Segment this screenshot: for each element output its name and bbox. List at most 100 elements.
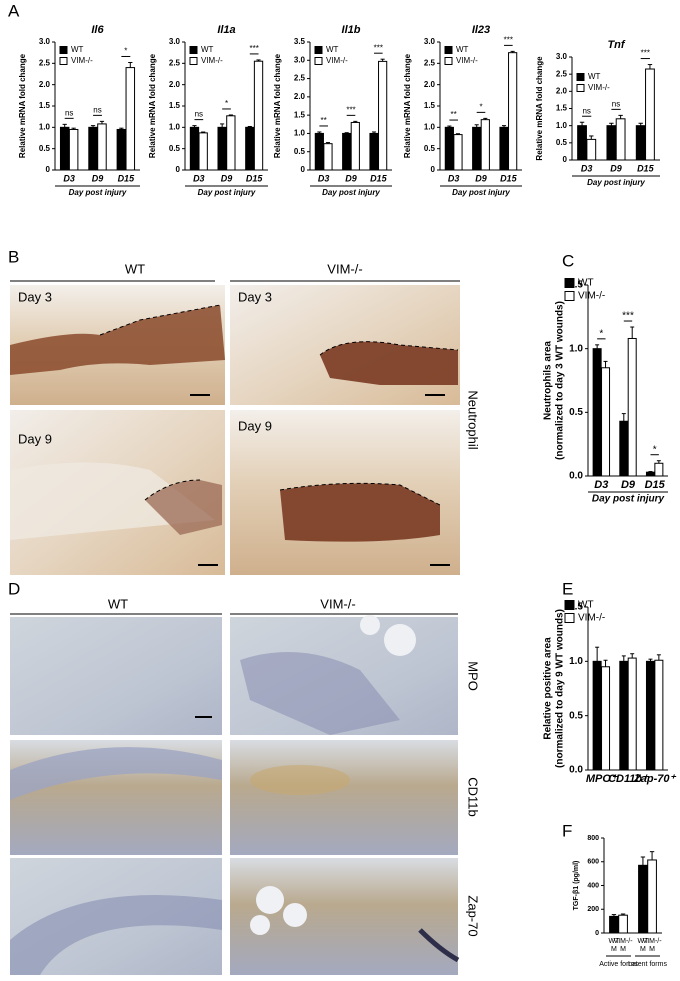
legend-label: VIM-/- [456, 56, 478, 65]
y-tick-label: 2.0 [169, 80, 181, 89]
legend-swatch [314, 46, 323, 54]
micrograph [230, 858, 460, 975]
bar [647, 859, 657, 934]
x-tick-label: D9 [345, 173, 357, 183]
x-axis-label: Day post injury [69, 188, 127, 197]
y-tick-label: 0.5 [169, 144, 181, 153]
significance-label: *** [346, 105, 355, 114]
y-tick-label: 1.0 [169, 122, 181, 131]
bar [369, 132, 379, 171]
legend-label: WT [588, 72, 601, 81]
image-label: Day 9 [238, 418, 272, 433]
x-tick-label: D3 [318, 173, 330, 183]
panel-letter: A [8, 1, 20, 20]
y-tick-label: 600 [587, 859, 599, 866]
bar [606, 125, 617, 161]
panel-letter: F [562, 821, 572, 840]
y-tick-label: 0.5 [569, 710, 583, 721]
legend-swatch [576, 73, 585, 81]
bar-sublabel: M [649, 946, 655, 953]
significance-label: *** [374, 43, 383, 52]
legend-swatch [444, 46, 453, 54]
x-tick-label: D9 [221, 173, 233, 183]
stain-label: CD11b [466, 777, 481, 817]
bar [619, 660, 629, 771]
column-header: VIM-/- [320, 596, 355, 611]
bar [198, 132, 208, 171]
y-axis-label: Relative mRNA fold change [18, 53, 27, 158]
legend-swatch [564, 278, 575, 288]
legend-label: VIM-/- [326, 56, 348, 65]
micrograph [10, 740, 222, 855]
significance-label: *** [504, 35, 513, 44]
bar [635, 125, 646, 161]
legend-label: VIM-/- [201, 56, 223, 65]
significance-label: *** [622, 311, 634, 322]
legend-label: WT [201, 45, 214, 54]
significance-label: *** [249, 44, 258, 53]
bar [245, 126, 255, 171]
significance-label: ns [65, 108, 73, 117]
legend-swatch [576, 84, 585, 92]
y-tick-label: 1.0 [569, 656, 583, 667]
micrograph [230, 615, 458, 735]
significance-label: ** [451, 110, 457, 119]
y-tick-label: 1.0 [39, 122, 51, 131]
stain-label: Zap-70 [466, 895, 481, 936]
bar [499, 126, 509, 171]
legend-label: WT [456, 45, 469, 54]
y-tick-label: 1.5 [556, 104, 568, 113]
significance-label: * [599, 328, 603, 339]
column-header: WT [125, 261, 145, 276]
y-tick-label: 0 [431, 165, 436, 174]
panel-letter: D [8, 579, 20, 598]
x-axis-label: Day post injury [198, 188, 256, 197]
bar [627, 337, 637, 477]
y-axis-label: Relative mRNA fold change [403, 53, 412, 158]
bar [618, 914, 628, 934]
column-header: WT [108, 596, 128, 611]
image-label: Day 3 [18, 289, 52, 304]
bar [68, 128, 79, 171]
stain-label: Neutrophil [466, 390, 481, 449]
bar [619, 420, 629, 477]
significance-label: * [479, 102, 482, 111]
x-tick-label: D9 [621, 479, 636, 491]
column-header: VIM-/- [327, 261, 362, 276]
bar-sublabel: M [611, 946, 617, 953]
bar [226, 115, 236, 171]
x-tick-label: D3 [581, 163, 593, 173]
x-tick-label: D9 [92, 173, 104, 183]
y-axis-label: Relative mRNA fold change [148, 53, 157, 158]
bar [592, 348, 602, 477]
x-tick-label: D15 [637, 163, 655, 173]
x-tick-label: CD11b⁺ [608, 773, 649, 785]
chart-title: Il23 [472, 24, 490, 36]
y-tick-label: 2.5 [294, 74, 306, 83]
bar-label: VIM-/- [614, 938, 634, 945]
legend-label: WT [71, 45, 84, 54]
x-tick-label: D15 [118, 173, 136, 183]
x-tick-label: D15 [246, 173, 264, 183]
significance-label: ns [612, 99, 620, 108]
x-tick-label: D3 [193, 173, 205, 183]
bar-label: WT [637, 938, 649, 945]
y-tick-label: 0.5 [556, 138, 568, 147]
y-axis-label: Relative mRNA fold change [273, 53, 282, 158]
x-tick-label: D15 [500, 173, 518, 183]
x-tick-label: D9 [610, 163, 622, 173]
bar [323, 143, 333, 171]
bar-label: VIM-/- [643, 938, 663, 945]
y-tick-label: 400 [587, 882, 599, 889]
y-tick-label: 1.0 [556, 121, 568, 130]
chart-title: Il6 [91, 24, 104, 36]
significance-label: ns [195, 110, 203, 119]
y-tick-label: 0.5 [294, 147, 306, 156]
bar [116, 128, 127, 171]
bar [97, 123, 107, 171]
y-tick-label: 0 [301, 165, 306, 174]
bar [601, 666, 611, 771]
bar [601, 367, 611, 477]
x-tick-label: D15 [370, 173, 388, 183]
legend-swatch [314, 57, 323, 65]
